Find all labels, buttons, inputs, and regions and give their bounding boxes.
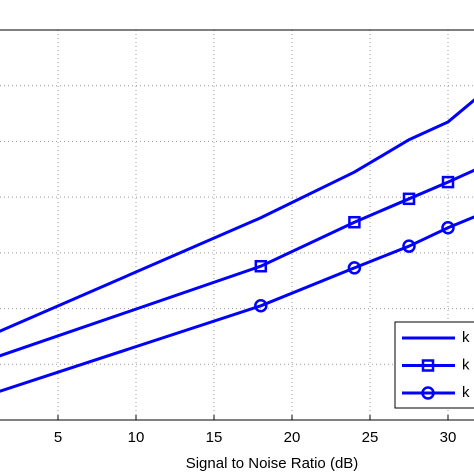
x-tick-label: 20 — [284, 429, 301, 446]
legend-label: k — [462, 356, 470, 373]
legend-marker — [421, 386, 435, 400]
marker — [402, 239, 416, 253]
x-tick-label: 5 — [54, 429, 62, 446]
legend-label: k — [462, 329, 470, 346]
plot-area — [0, 98, 474, 393]
x-ticks: 5 10 15 20 25 30 — [54, 415, 457, 446]
x-tick-label: 10 — [128, 429, 145, 446]
legend-symbol — [421, 359, 435, 372]
data-line — [0, 215, 474, 393]
x-tick-label: 25 — [362, 429, 379, 446]
legend-marker — [421, 359, 435, 372]
data-line — [0, 168, 474, 358]
marker — [254, 259, 268, 273]
data-line — [0, 98, 474, 333]
x-tick-label: 30 — [440, 429, 457, 446]
marker — [348, 215, 361, 229]
marker — [441, 175, 455, 189]
legend-label: k — [462, 384, 470, 401]
x-axis-label: Signal to Noise Ratio (dB) — [186, 455, 359, 472]
marker — [441, 221, 455, 235]
legend: kkk — [394, 321, 474, 409]
marker — [402, 192, 416, 206]
legend-symbol — [421, 386, 435, 400]
marker — [254, 299, 268, 313]
marker — [347, 261, 362, 275]
x-tick-label: 15 — [206, 429, 223, 446]
plot-frame — [0, 29, 474, 421]
